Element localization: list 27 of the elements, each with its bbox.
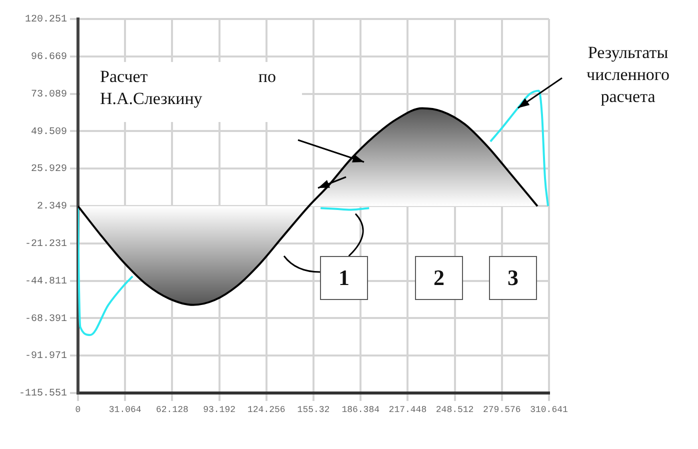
x-tick-label: 124.256 xyxy=(247,404,286,415)
annotation: 1 xyxy=(320,256,368,300)
x-tick-label: 0 xyxy=(75,404,81,415)
y-tick-label: -91.971 xyxy=(24,351,67,362)
y-tick-label: 25.929 xyxy=(30,164,67,176)
x-tick-label: 93.192 xyxy=(203,404,236,415)
y-tick-label: -44.811 xyxy=(24,276,67,288)
y-tick-label: 49.509 xyxy=(30,126,67,138)
y-tick-label: 96.669 xyxy=(30,52,67,64)
x-tick-label: 62.128 xyxy=(156,404,188,415)
x-tick-label: 279.576 xyxy=(482,404,521,415)
x-tick-label: 186.384 xyxy=(342,404,380,415)
y-tick-label: 120.251 xyxy=(24,14,67,26)
text: Результаты численного расчета xyxy=(586,42,670,108)
y-tick-label: -21.231 xyxy=(24,239,67,250)
y-tick-label: -68.391 xyxy=(24,314,67,325)
annotation: 3 xyxy=(489,256,537,300)
x-tick-label: 310.641 xyxy=(530,404,568,415)
x-tick-label: 217.448 xyxy=(388,404,427,415)
annotation: 2 xyxy=(415,256,463,300)
x-tick-label: 31.064 xyxy=(108,404,142,415)
annotation: Расчет по Н.А.Слезкину xyxy=(100,66,276,110)
y-tick-label: 2.349 xyxy=(36,202,67,213)
y-tick-label: -115.551 xyxy=(18,388,67,400)
x-tick-label: 248.512 xyxy=(436,404,474,415)
x-tick-label: 155.32 xyxy=(297,404,330,415)
y-tick-label: 73.089 xyxy=(30,89,67,100)
